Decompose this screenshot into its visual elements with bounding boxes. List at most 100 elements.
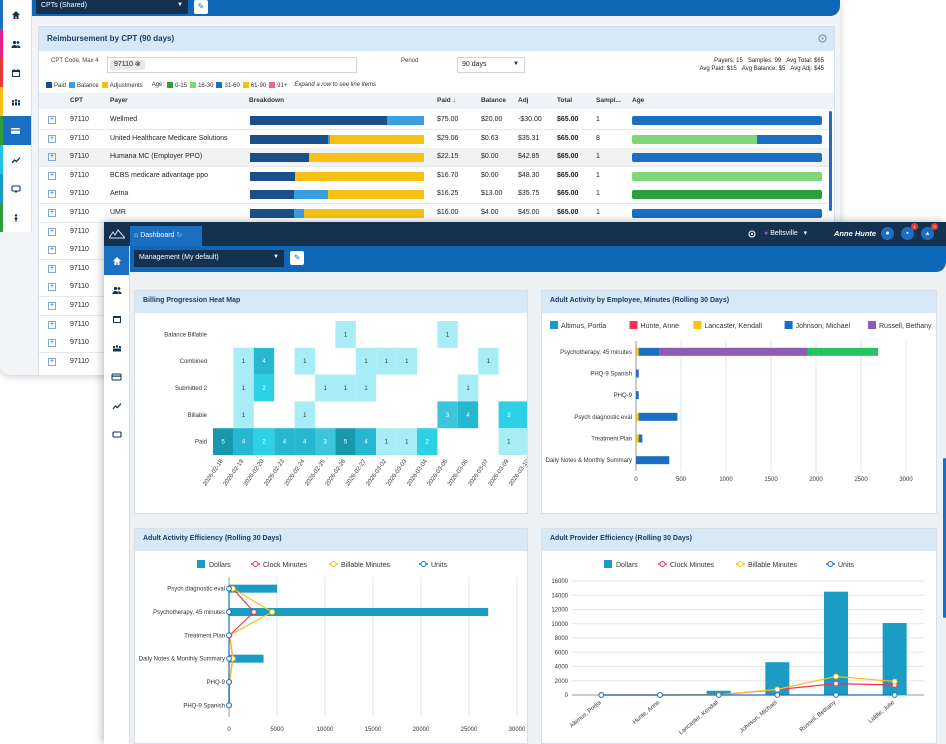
cpt-code-field[interactable]: 97110 ⊗ bbox=[107, 57, 357, 73]
table-row[interactable]: +97110 United Healthcare Medicare Solutio… bbox=[39, 129, 829, 149]
heatmap-cell-label: 1 bbox=[344, 332, 348, 338]
expand-row-icon[interactable]: + bbox=[48, 209, 56, 217]
expand-row-icon[interactable]: + bbox=[48, 153, 56, 162]
adjustments-segment bbox=[328, 190, 424, 200]
table-row[interactable]: +97110 BCBS medicare advantage ppo $16.70 $… bbox=[39, 166, 829, 186]
expand-row-icon[interactable]: + bbox=[48, 264, 56, 273]
col-adj[interactable]: Adj bbox=[518, 97, 529, 104]
bar-segment bbox=[807, 347, 879, 356]
period-select[interactable]: 90 days ▼ bbox=[457, 57, 525, 73]
notifications-button[interactable]: ▴ bbox=[921, 227, 934, 240]
table-scrollbar[interactable] bbox=[829, 111, 832, 211]
legend-swatch bbox=[550, 321, 558, 329]
stat-avg-total: Avg Total: $65 bbox=[786, 58, 824, 64]
col-payer[interactable]: Payer bbox=[110, 97, 128, 104]
cell-payer: Humana MC (Employer PPO) bbox=[110, 153, 203, 161]
activity-title: Adult Activity by Employee, Minutes (Rol… bbox=[542, 291, 936, 313]
edit-view-button[interactable]: ✎ bbox=[194, 0, 208, 14]
back-nav-calendar[interactable] bbox=[0, 58, 31, 87]
expand-row-icon[interactable]: + bbox=[48, 339, 56, 348]
expand-row-icon[interactable]: + bbox=[48, 246, 56, 255]
x-tick-label: 500 bbox=[676, 477, 687, 483]
legend-marker bbox=[737, 561, 744, 567]
back-nav-billing[interactable] bbox=[0, 116, 31, 145]
heatmap-cell bbox=[478, 347, 499, 375]
expand-row-icon[interactable]: + bbox=[48, 116, 56, 124]
back-nav-screen[interactable] bbox=[0, 174, 31, 203]
groups-icon bbox=[112, 344, 121, 351]
expand-row-icon[interactable]: + bbox=[48, 227, 56, 236]
col-age[interactable]: Age bbox=[632, 97, 645, 104]
logo-mountains-icon[interactable] bbox=[109, 229, 125, 239]
refresh-icon[interactable]: ↻ bbox=[176, 232, 183, 239]
col-breakdown[interactable]: Breakdown bbox=[249, 97, 285, 104]
nav-billing[interactable] bbox=[104, 362, 129, 391]
remove-chip-icon[interactable]: ⊗ bbox=[134, 61, 141, 68]
heatmap-cell bbox=[294, 401, 315, 429]
heatmap-cell-label: 1 bbox=[487, 359, 491, 365]
legend-marker bbox=[252, 561, 259, 567]
legend-age-5: 91+ bbox=[269, 81, 287, 89]
tab-dashboard[interactable]: ⌂ Dashboard ↻ bbox=[130, 226, 202, 246]
table-row[interactable]: +97110 Aetna $16.25 $13.00 $35.75 $65.00 1 bbox=[39, 185, 829, 205]
crosshair-icon[interactable] bbox=[817, 33, 828, 44]
legend-label: Altimus, Portia bbox=[561, 323, 606, 330]
expand-row-icon[interactable]: + bbox=[48, 302, 56, 310]
calendar-icon bbox=[11, 68, 20, 77]
x-tick-label: Liddle, Julie bbox=[868, 700, 897, 725]
expand-row-icon[interactable]: + bbox=[48, 357, 56, 366]
nav-groups[interactable] bbox=[104, 333, 129, 362]
edit-dashboard-button[interactable]: ✎ bbox=[290, 251, 304, 265]
expand-row-icon[interactable]: + bbox=[48, 320, 56, 329]
expand-row-icon[interactable]: + bbox=[48, 283, 56, 292]
expand-row-icon[interactable]: + bbox=[48, 171, 56, 180]
profile-button[interactable]: ● bbox=[881, 227, 894, 240]
heatmap-cell bbox=[376, 428, 397, 455]
saved-view-value: CPTs (Shared) bbox=[41, 2, 87, 9]
dashboard-scrollbar[interactable] bbox=[943, 458, 946, 618]
table-row[interactable]: +97110 Wellmed $75.00 $20.00 -$30.00 $65.00 1 bbox=[39, 111, 829, 130]
dashboard-view-select[interactable]: Management (My default) ▼ bbox=[134, 250, 284, 267]
cell-samples: 1 bbox=[596, 209, 600, 216]
age-bar bbox=[632, 153, 822, 163]
legend-age-4: 61-90 bbox=[242, 81, 266, 89]
back-nav-person[interactable] bbox=[0, 203, 31, 232]
back-nav-groups[interactable] bbox=[0, 87, 31, 116]
cell-cpt: 97110 bbox=[70, 357, 89, 365]
cpt-chip[interactable]: 97110 ⊗ bbox=[110, 60, 145, 70]
messages-button[interactable]: ▪ bbox=[901, 227, 914, 240]
back-nav-analytics[interactable] bbox=[0, 145, 31, 174]
y-tick-label: 4000 bbox=[555, 665, 569, 671]
expand-row-icon[interactable]: + bbox=[48, 190, 56, 199]
activity-efficiency-title: Adult Activity Efficiency (Rolling 30 Da… bbox=[135, 529, 527, 551]
nav-calendar[interactable] bbox=[104, 304, 129, 333]
expand-row-icon[interactable]: + bbox=[48, 134, 56, 143]
location-selector[interactable]: ● Beltsville ▾ bbox=[764, 230, 808, 237]
table-row[interactable]: +97110 UMR $16.00 $4.00 $45.00 $65.00 1 bbox=[39, 204, 829, 223]
back-nav-home[interactable] bbox=[0, 0, 31, 29]
col-paid[interactable]: Paid ↓ bbox=[437, 97, 456, 104]
heatmap-cell-label: 5 bbox=[222, 440, 226, 446]
legend-balance: Balance bbox=[69, 81, 99, 89]
breakdown-bar bbox=[250, 171, 424, 181]
col-total[interactable]: Total bbox=[557, 97, 573, 104]
col-samples[interactable]: Sampl... bbox=[596, 97, 621, 104]
cell-adj: $35.31 bbox=[518, 134, 540, 142]
chat-icon: ▪ bbox=[906, 230, 909, 237]
nav-people[interactable] bbox=[104, 275, 129, 304]
y-tick-label: Treatment Plan bbox=[184, 633, 225, 639]
location-target-icon[interactable] bbox=[747, 229, 757, 239]
legend-age-1: 0-15 bbox=[167, 81, 187, 89]
saved-view-select[interactable]: CPTs (Shared) ▼ bbox=[36, 0, 188, 14]
col-balance[interactable]: Balance bbox=[481, 97, 506, 104]
nav-home[interactable] bbox=[104, 246, 129, 275]
heatmap-cell bbox=[274, 428, 295, 455]
nav-screen[interactable] bbox=[104, 420, 129, 449]
cell-payer: United Healthcare Medicare Solutions bbox=[110, 134, 228, 142]
x-tick-label: 15000 bbox=[365, 727, 382, 733]
back-nav-people[interactable] bbox=[0, 29, 31, 58]
user-name[interactable]: Anne Hunte bbox=[834, 229, 877, 238]
nav-analytics[interactable] bbox=[104, 391, 129, 420]
table-row[interactable]: +97110 Humana MC (Employer PPO) $22.15 $0.0… bbox=[39, 148, 829, 168]
col-cpt[interactable]: CPT bbox=[70, 97, 83, 104]
